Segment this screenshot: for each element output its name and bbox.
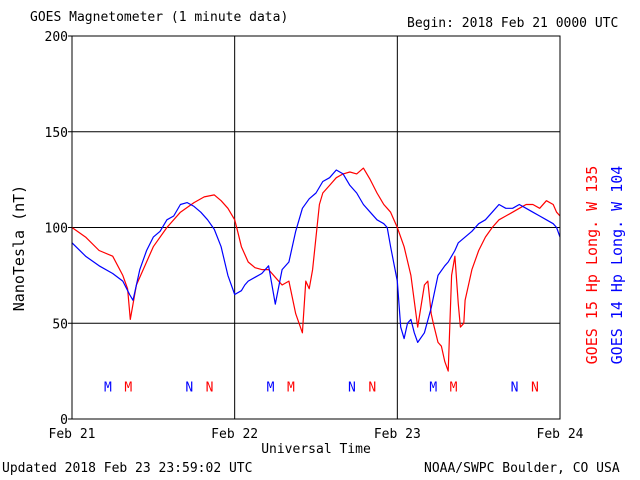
series-line-goes15	[71, 167, 561, 372]
y-tick-label: 200	[45, 30, 68, 45]
midnight-noon-marker: M	[124, 380, 132, 395]
grid-lines	[68, 35, 560, 420]
x-tick-label: Feb 23	[374, 427, 421, 442]
midnight-noon-marker: M	[287, 380, 295, 395]
midnight-noon-marker: N	[206, 380, 214, 395]
chart-title: GOES Magnetometer (1 minute data)	[30, 10, 289, 25]
plot-frame	[71, 35, 561, 420]
source-credit: NOAA/SWPC Boulder, CO USA	[424, 461, 620, 476]
begin-time-label: Begin: 2018 Feb 21 0000 UTC	[407, 16, 619, 31]
updated-timestamp: Updated 2018 Feb 23 23:59:02 UTC	[2, 461, 253, 476]
legend-goes14: GOES 14 Hp Long. W 104	[608, 166, 626, 365]
midnight-noon-marker: N	[368, 380, 376, 395]
y-tick-label: 100	[45, 222, 68, 237]
midnight-noon-marker: M	[104, 380, 112, 395]
y-tick-label: 0	[60, 413, 68, 428]
x-tick-label: Feb 24	[537, 427, 584, 442]
midnight-noon-marker: N	[185, 380, 193, 395]
y-tick-label: 150	[45, 126, 68, 141]
midnight-noon-marker: N	[511, 380, 519, 395]
y-axis-label: NanoTesla (nT)	[10, 185, 28, 311]
midnight-noon-marker: N	[348, 380, 356, 395]
tick-labels: 0 50 100 150 200 Feb 21 Feb 22 Feb 23 Feb 24	[45, 30, 584, 442]
series-layer	[71, 167, 561, 372]
midnight-noon-marker: M	[429, 380, 437, 395]
legend-goes15: GOES 15 Hp Long. W 135	[583, 166, 601, 365]
x-tick-label: Feb 22	[211, 427, 258, 442]
y-tick-label: 50	[52, 317, 68, 332]
x-tick-label: Feb 21	[49, 427, 96, 442]
midnight-noon-marker: M	[450, 380, 458, 395]
series-line-goes14	[71, 169, 561, 343]
midnight-noon-marker: N	[531, 380, 539, 395]
x-axis-label: Universal Time	[261, 442, 371, 457]
midnight-noon-marker: M	[267, 380, 275, 395]
